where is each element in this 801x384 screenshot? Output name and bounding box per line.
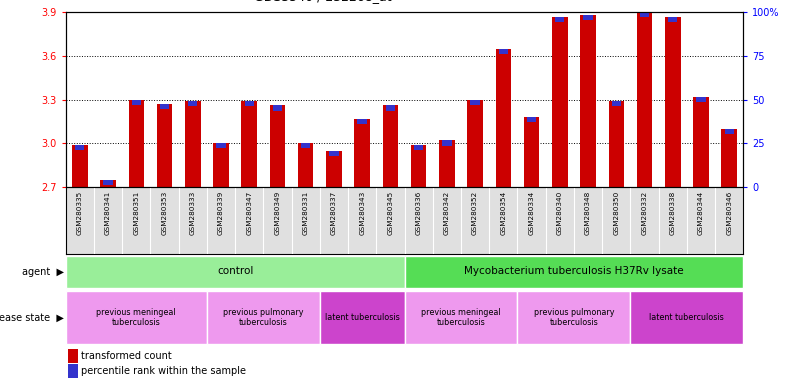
Bar: [630, 291, 743, 344]
Bar: [665, 17, 681, 187]
Text: disease state  ▶: disease state ▶: [0, 313, 64, 323]
Bar: [470, 100, 480, 105]
Text: GSM280354: GSM280354: [501, 190, 506, 235]
Bar: [499, 49, 508, 54]
Bar: [320, 291, 405, 344]
Text: GSM280331: GSM280331: [303, 190, 308, 235]
Text: previous meningeal
tuberculosis: previous meningeal tuberculosis: [96, 308, 176, 328]
Bar: [68, 364, 78, 378]
Bar: [496, 49, 511, 187]
Bar: [298, 143, 313, 187]
Bar: [188, 101, 197, 106]
Bar: [517, 291, 630, 344]
Text: GSM280339: GSM280339: [218, 190, 224, 235]
Bar: [75, 145, 84, 150]
Text: GSM280345: GSM280345: [388, 190, 393, 235]
Text: control: control: [217, 266, 253, 276]
Bar: [555, 17, 565, 22]
Bar: [207, 291, 320, 344]
Bar: [68, 349, 78, 363]
Bar: [160, 104, 169, 109]
Text: GSM280338: GSM280338: [670, 190, 676, 235]
Bar: [357, 119, 367, 124]
Bar: [439, 141, 455, 187]
Text: Mycobacterium tuberculosis H37Rv lysate: Mycobacterium tuberculosis H37Rv lysate: [464, 266, 684, 276]
Bar: [693, 97, 709, 187]
Bar: [386, 106, 395, 111]
Bar: [66, 291, 207, 344]
Text: GSM280333: GSM280333: [190, 190, 195, 235]
Text: GSM280346: GSM280346: [727, 190, 732, 235]
Bar: [414, 145, 423, 150]
Bar: [524, 117, 539, 187]
Bar: [552, 17, 568, 187]
Bar: [722, 129, 737, 187]
Text: GSM280352: GSM280352: [472, 190, 478, 235]
Bar: [131, 100, 141, 105]
Bar: [329, 151, 339, 156]
Bar: [66, 256, 405, 288]
Bar: [383, 106, 398, 187]
Text: GSM280334: GSM280334: [529, 190, 534, 235]
Text: GSM280350: GSM280350: [614, 190, 619, 235]
Text: GSM280343: GSM280343: [359, 190, 365, 235]
Bar: [527, 117, 536, 122]
Bar: [612, 101, 621, 106]
Bar: [157, 104, 172, 187]
Bar: [411, 145, 426, 187]
Text: latent tuberculosis: latent tuberculosis: [650, 313, 724, 322]
Bar: [241, 101, 257, 187]
Bar: [640, 12, 649, 17]
Bar: [216, 143, 226, 149]
Text: transformed count: transformed count: [81, 351, 171, 361]
Text: previous pulmonary
tuberculosis: previous pulmonary tuberculosis: [533, 308, 614, 328]
Bar: [405, 256, 743, 288]
Bar: [725, 129, 734, 134]
Text: previous meningeal
tuberculosis: previous meningeal tuberculosis: [421, 308, 501, 328]
Text: GSM280347: GSM280347: [246, 190, 252, 235]
Bar: [609, 101, 624, 187]
Bar: [244, 101, 254, 106]
Text: GDS3540 / 232268_at: GDS3540 / 232268_at: [255, 0, 392, 3]
Bar: [103, 180, 113, 185]
Bar: [72, 145, 87, 187]
Bar: [467, 100, 483, 187]
Bar: [668, 17, 678, 22]
Bar: [273, 106, 282, 111]
Text: GSM280342: GSM280342: [444, 190, 450, 235]
Text: GSM280349: GSM280349: [275, 190, 280, 235]
Bar: [270, 106, 285, 187]
Bar: [637, 12, 652, 187]
Bar: [354, 119, 370, 187]
Bar: [696, 97, 706, 102]
Bar: [326, 151, 342, 187]
Bar: [583, 15, 593, 20]
Text: GSM280341: GSM280341: [105, 190, 111, 235]
Text: GSM280336: GSM280336: [416, 190, 421, 235]
Text: GSM280348: GSM280348: [585, 190, 591, 235]
Text: GSM280335: GSM280335: [77, 190, 83, 235]
Text: agent  ▶: agent ▶: [22, 267, 64, 277]
Bar: [128, 100, 144, 187]
Bar: [405, 291, 517, 344]
Bar: [185, 101, 200, 187]
Bar: [301, 143, 310, 149]
Text: latent tuberculosis: latent tuberculosis: [324, 313, 400, 322]
Bar: [580, 15, 596, 187]
Text: GSM280344: GSM280344: [698, 190, 704, 235]
Text: GSM280337: GSM280337: [331, 190, 337, 235]
Bar: [213, 143, 229, 187]
Text: GSM280332: GSM280332: [642, 190, 647, 235]
Bar: [100, 180, 116, 187]
Text: percentile rank within the sample: percentile rank within the sample: [81, 366, 246, 376]
Text: GSM280353: GSM280353: [162, 190, 167, 235]
Text: previous pulmonary
tuberculosis: previous pulmonary tuberculosis: [223, 308, 304, 328]
Bar: [442, 141, 452, 146]
Text: GSM280351: GSM280351: [133, 190, 139, 235]
Text: GSM280340: GSM280340: [557, 190, 563, 235]
